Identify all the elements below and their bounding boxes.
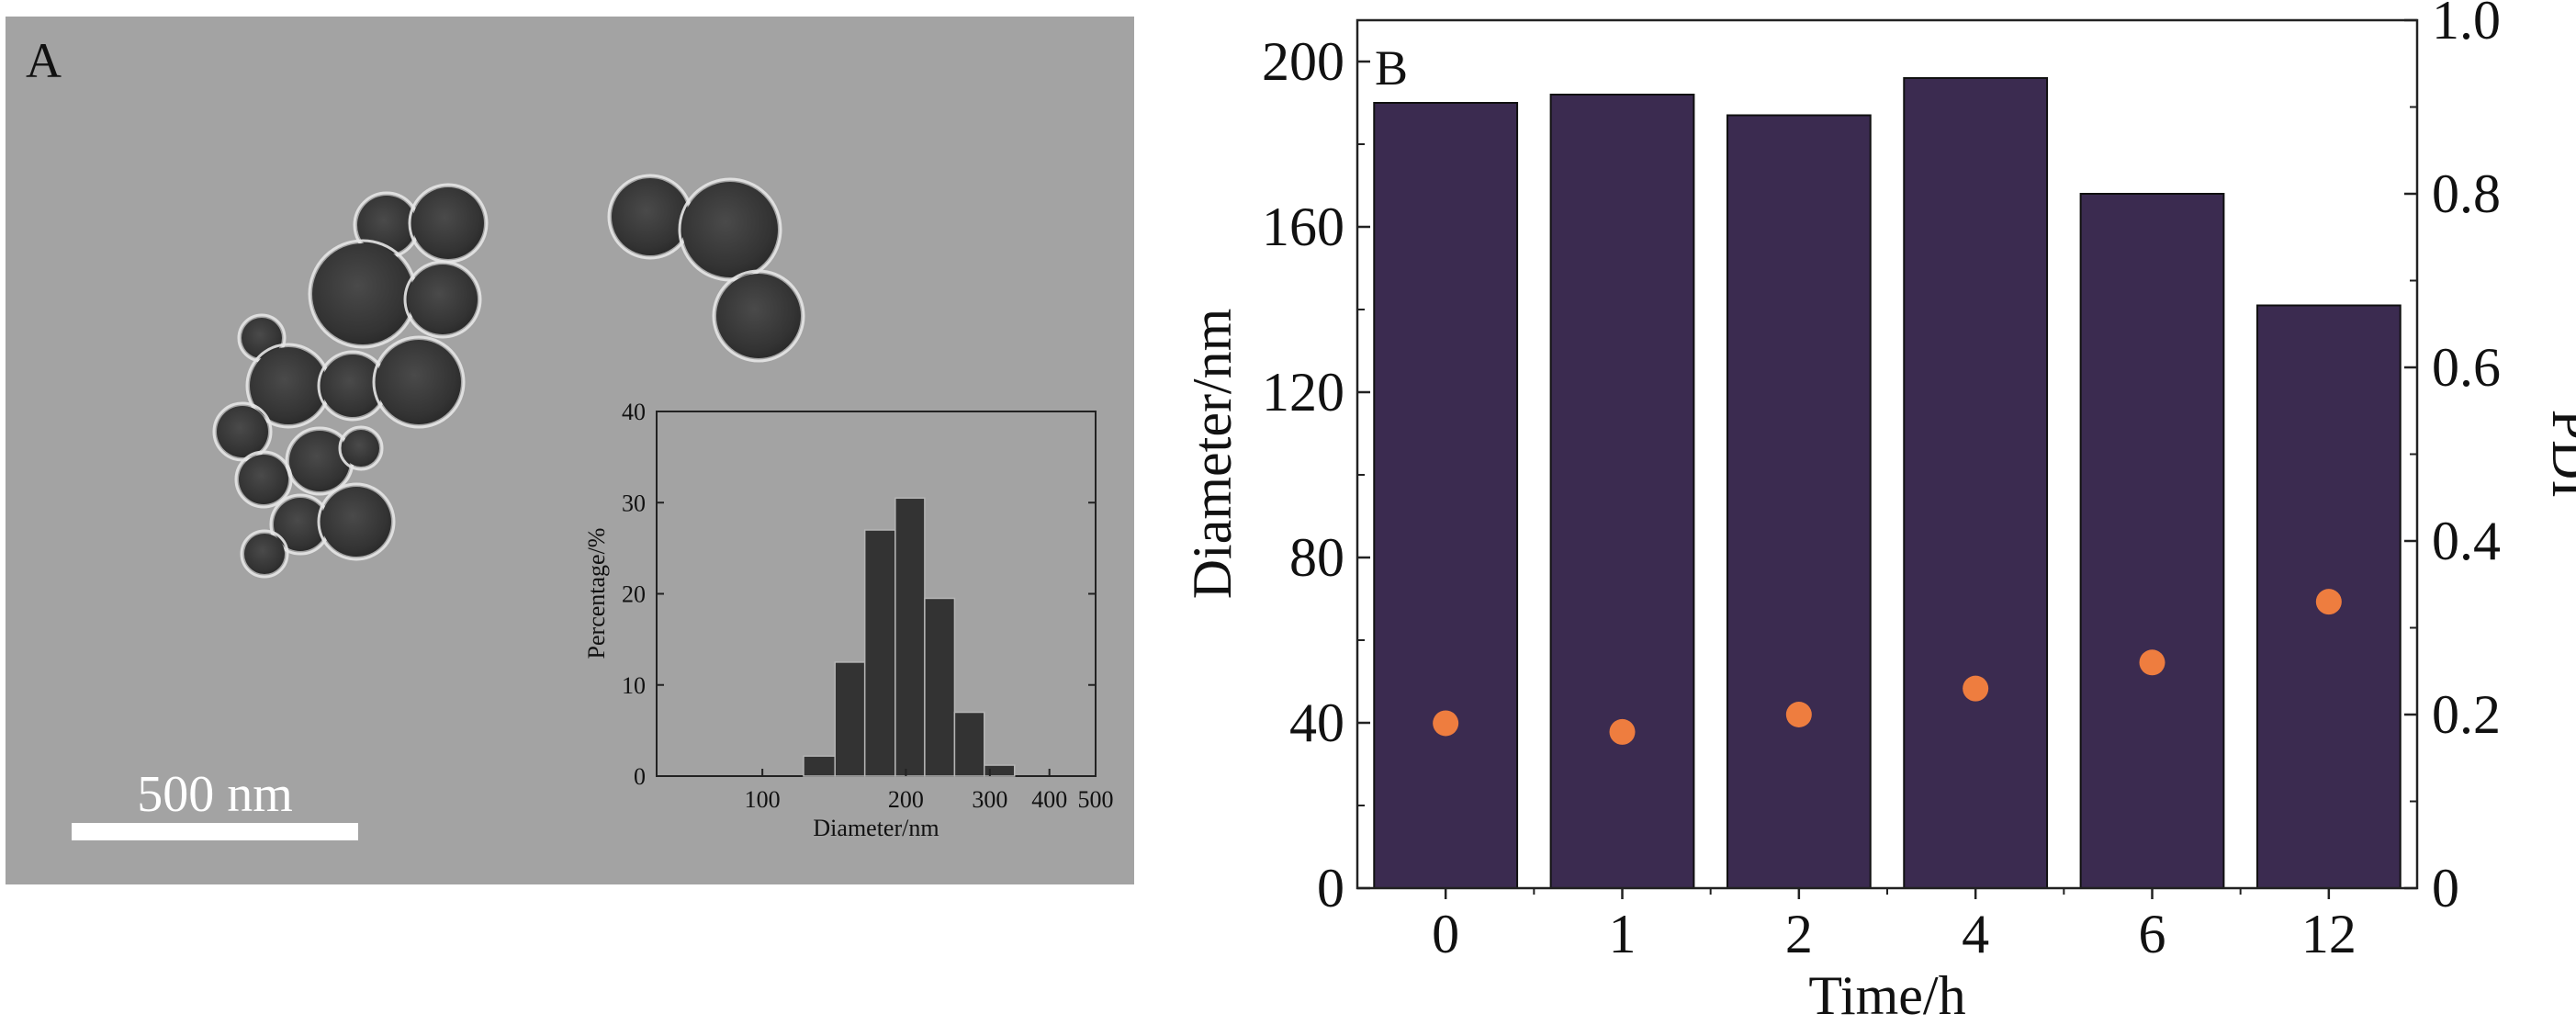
particle-halo [338, 425, 384, 471]
inset-bar [834, 661, 866, 777]
pdi-point [2139, 649, 2165, 676]
panel-b-label: B [1375, 40, 1408, 96]
inset-bar [924, 597, 956, 777]
inset-x-tick-label: 200 [888, 786, 924, 813]
inset-y-axis-label: Percentage/% [583, 528, 610, 659]
x-tick-label: 6 [2139, 904, 2166, 964]
diameter-bar [1373, 102, 1519, 889]
particle-halo [403, 260, 482, 339]
particle [312, 243, 413, 344]
pdi-point [1609, 718, 1636, 745]
left-y-tick-label: 120 [1262, 362, 1344, 422]
pdi-point [2315, 589, 2342, 615]
right-y-tick-label: 0.8 [2432, 163, 2501, 224]
particle-halo [240, 529, 289, 579]
particle [408, 265, 478, 334]
particle [682, 182, 778, 277]
inset-bar [803, 755, 836, 777]
particle [250, 347, 327, 424]
particle [343, 430, 379, 467]
left-y-tick-label: 40 [1289, 693, 1344, 753]
particle [217, 406, 268, 457]
left-y-axis-label: Diameter/nm [1182, 309, 1243, 600]
diameter-bar [1549, 94, 1695, 889]
particle [321, 487, 391, 557]
right-y-tick-label: 0.2 [2432, 684, 2501, 745]
inset-bar [953, 711, 985, 777]
inset-y-tick-label: 20 [622, 581, 646, 608]
x-tick-label: 1 [1609, 904, 1637, 964]
inset-x-tick-label: 400 [1031, 786, 1067, 813]
x-axis-label: Time/h [1808, 965, 1965, 1020]
inset-bars [803, 497, 1016, 777]
particle [289, 431, 350, 491]
size-distribution-inset: 0 10 20 30 40 100 200 300 400 500 Diameter/nm Per… [583, 399, 1114, 841]
inset-x-tick-label: 300 [972, 786, 1007, 813]
scale-bar [72, 823, 358, 840]
x-tick-label: 12 [2301, 904, 2357, 964]
x-tick-label: 0 [1432, 904, 1459, 964]
particle [239, 455, 288, 504]
inset-bar [983, 764, 1016, 777]
pdi-point [1433, 710, 1459, 737]
particle [357, 196, 416, 254]
panel-a-label: A [26, 33, 62, 88]
diameter-bar [1903, 77, 2049, 889]
particle-halo [234, 450, 293, 509]
pdi-points [1433, 589, 2342, 745]
panel-a: A 500 nm 0 10 20 30 40 100 200 300 400 500 Diamet… [6, 17, 1134, 884]
x-tick-label: 2 [1785, 904, 1813, 964]
left-y-tick-label: 80 [1289, 527, 1344, 588]
right-y-tick-label: 0.6 [2432, 337, 2501, 398]
particle-halo [712, 269, 805, 363]
particle [274, 498, 327, 551]
diameter-bar [2079, 193, 2225, 889]
right-y-axis-label: PDI [2541, 410, 2576, 499]
inset-x-tick-label: 100 [745, 786, 781, 813]
particle-halo [317, 482, 396, 561]
left-y-tick-label: 160 [1262, 197, 1344, 257]
inset-y-tick-label: 0 [634, 763, 646, 790]
right-y-tick-label: 0.4 [2432, 511, 2501, 571]
inset-bar [894, 497, 926, 777]
left-y-tick-label: 200 [1262, 31, 1344, 92]
particle [321, 355, 384, 417]
x-tick-label: 4 [1962, 904, 1989, 964]
inset-y-tick-label: 40 [622, 399, 646, 425]
inset-bar [863, 529, 896, 777]
inset-axes: 0 10 20 30 40 100 200 300 400 500 [622, 399, 1114, 813]
inset-x-tick-label: 500 [1078, 786, 1114, 813]
right-y-tick-label: 1.0 [2432, 0, 2501, 51]
pdi-point [1963, 675, 1989, 702]
particle [377, 340, 461, 424]
diameter-bar [1726, 114, 1872, 889]
particle [244, 534, 285, 574]
particle [716, 274, 801, 358]
right-y-tick-label: 0 [2432, 858, 2459, 918]
pdi-point [1785, 702, 1812, 727]
inset-y-tick-label: 30 [622, 490, 646, 516]
scale-bar-label: 500 nm [137, 766, 293, 823]
diameter-bars [1373, 77, 2402, 889]
inset-x-axis-label: Diameter/nm [813, 815, 939, 841]
particle [612, 178, 689, 255]
particle [412, 187, 484, 259]
particle-halo [372, 335, 466, 429]
inset-y-tick-label: 10 [622, 672, 646, 699]
particle-cluster [212, 174, 805, 579]
left-y-tick-label: 0 [1317, 858, 1344, 918]
